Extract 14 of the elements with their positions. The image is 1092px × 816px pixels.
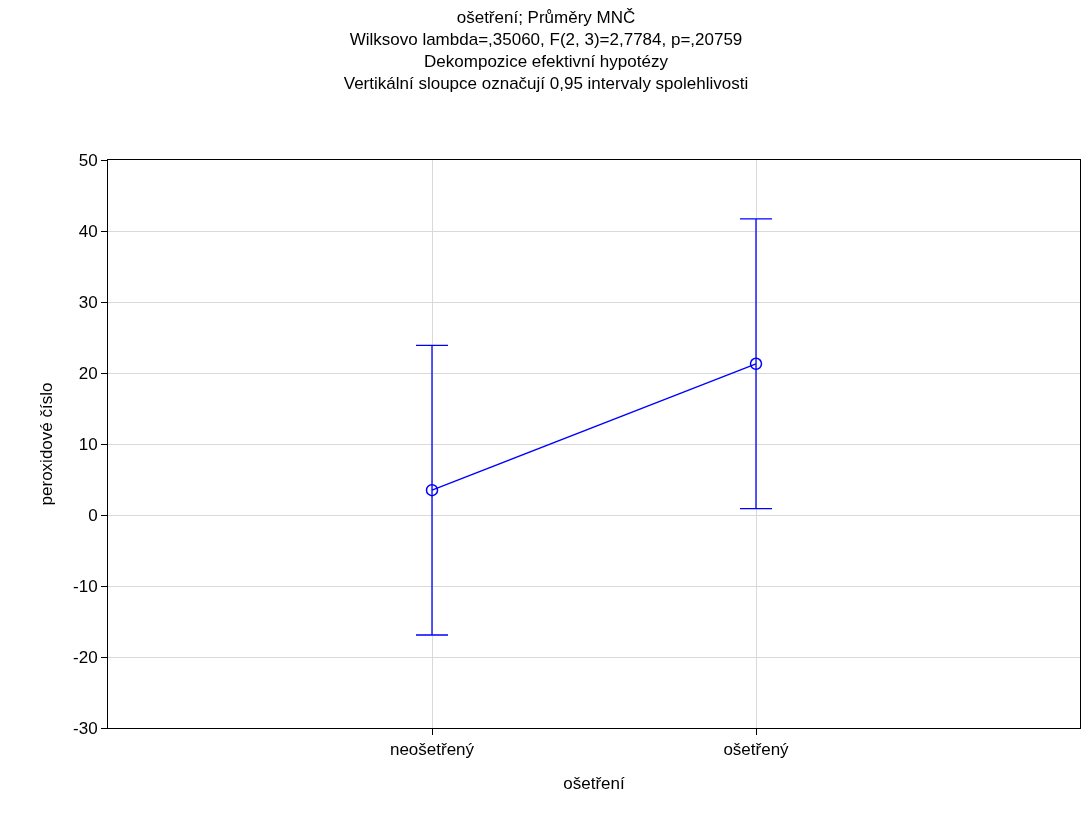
- y-tick-label: 40: [78, 221, 98, 241]
- x-axis-title: ošetření: [563, 773, 625, 793]
- y-tick-label: 30: [78, 292, 98, 312]
- y-tick-label: -10: [73, 576, 98, 596]
- y-tick-label: -20: [73, 647, 98, 667]
- y-tick-label: 50: [78, 150, 98, 170]
- chart-title: ošetření; Průměry MNČ Wilksovo lambda=,35060, F(2, 3)=2,7784, p=,20759 Dekompozice efektivní hypotézy Vertikální sloupce označují 0,95 intervaly spolehlivosti: [343, 8, 749, 94]
- y-tick-label: 20: [78, 363, 98, 383]
- x-tick-label: neošetřený: [389, 740, 475, 760]
- x-tick-label: ošetřený: [723, 740, 790, 760]
- y-tick-label: 0: [88, 505, 98, 525]
- y-tick-label: -30: [73, 718, 98, 738]
- y-axis-title: peroxidové číslo: [36, 382, 56, 506]
- y-tick-label: 10: [78, 434, 98, 454]
